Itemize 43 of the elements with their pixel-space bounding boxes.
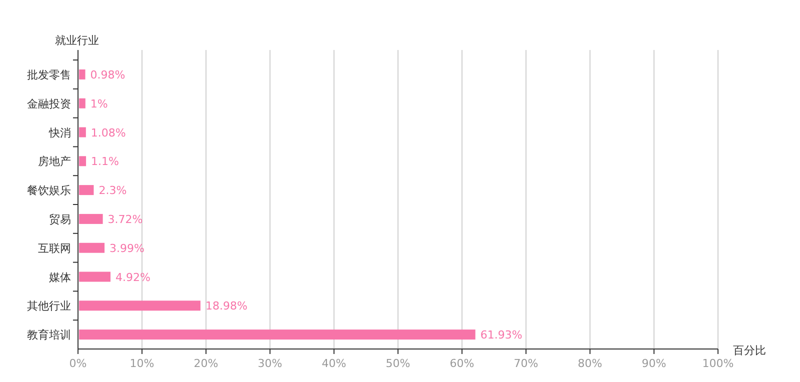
- data-label: 61.93%: [480, 328, 522, 342]
- y-tick-label: 快消: [48, 126, 71, 140]
- bar: [79, 127, 86, 138]
- data-label: 0.98%: [90, 68, 126, 82]
- bar: [79, 98, 86, 108]
- x-tick-label: 40%: [322, 357, 346, 370]
- x-tick-label: 10%: [130, 357, 154, 370]
- y-tick-label: 贸易: [49, 212, 71, 226]
- x-tick-label: 60%: [450, 357, 474, 370]
- y-axis-title: 就业行业: [55, 34, 99, 47]
- bar: [79, 242, 105, 253]
- y-tick-label: 互联网: [38, 242, 71, 255]
- bar: [79, 300, 200, 311]
- bar: [79, 330, 476, 340]
- data-label: 3.72%: [108, 212, 143, 226]
- y-tick-label: 其他行业: [27, 300, 71, 313]
- bar: [79, 214, 103, 224]
- y-tick-label: 餐饮娱乐: [27, 184, 71, 198]
- x-tick-label: 0%: [69, 357, 87, 370]
- bar: [79, 69, 86, 80]
- bar: [79, 156, 86, 166]
- x-axis-title: 百分比: [733, 344, 766, 357]
- x-tick-label: 80%: [578, 357, 602, 370]
- x-tick-label: 20%: [194, 357, 218, 370]
- x-tick-label: 70%: [514, 357, 538, 370]
- data-label: 2.3%: [98, 184, 127, 198]
- y-tick-label: 房地产: [38, 155, 71, 168]
- y-tick-label: 媒体: [49, 270, 71, 284]
- data-label: 1.08%: [90, 126, 126, 140]
- y-tick-label: 金融投资: [27, 97, 71, 110]
- data-label: 1.1%: [91, 155, 119, 168]
- data-label: 3.99%: [110, 242, 144, 255]
- data-label: 18.98%: [205, 300, 248, 313]
- x-tick-label: 90%: [642, 357, 666, 370]
- bar: [79, 185, 94, 196]
- y-tick-label: 教育培训: [27, 328, 71, 342]
- data-label: 1%: [90, 97, 108, 110]
- x-tick-label: 100%: [702, 357, 734, 370]
- x-tick-label: 30%: [258, 357, 282, 370]
- y-tick-label: 批发零售: [27, 68, 71, 82]
- x-tick-label: 50%: [386, 357, 410, 370]
- bar: [79, 272, 110, 282]
- data-label: 4.92%: [115, 270, 150, 284]
